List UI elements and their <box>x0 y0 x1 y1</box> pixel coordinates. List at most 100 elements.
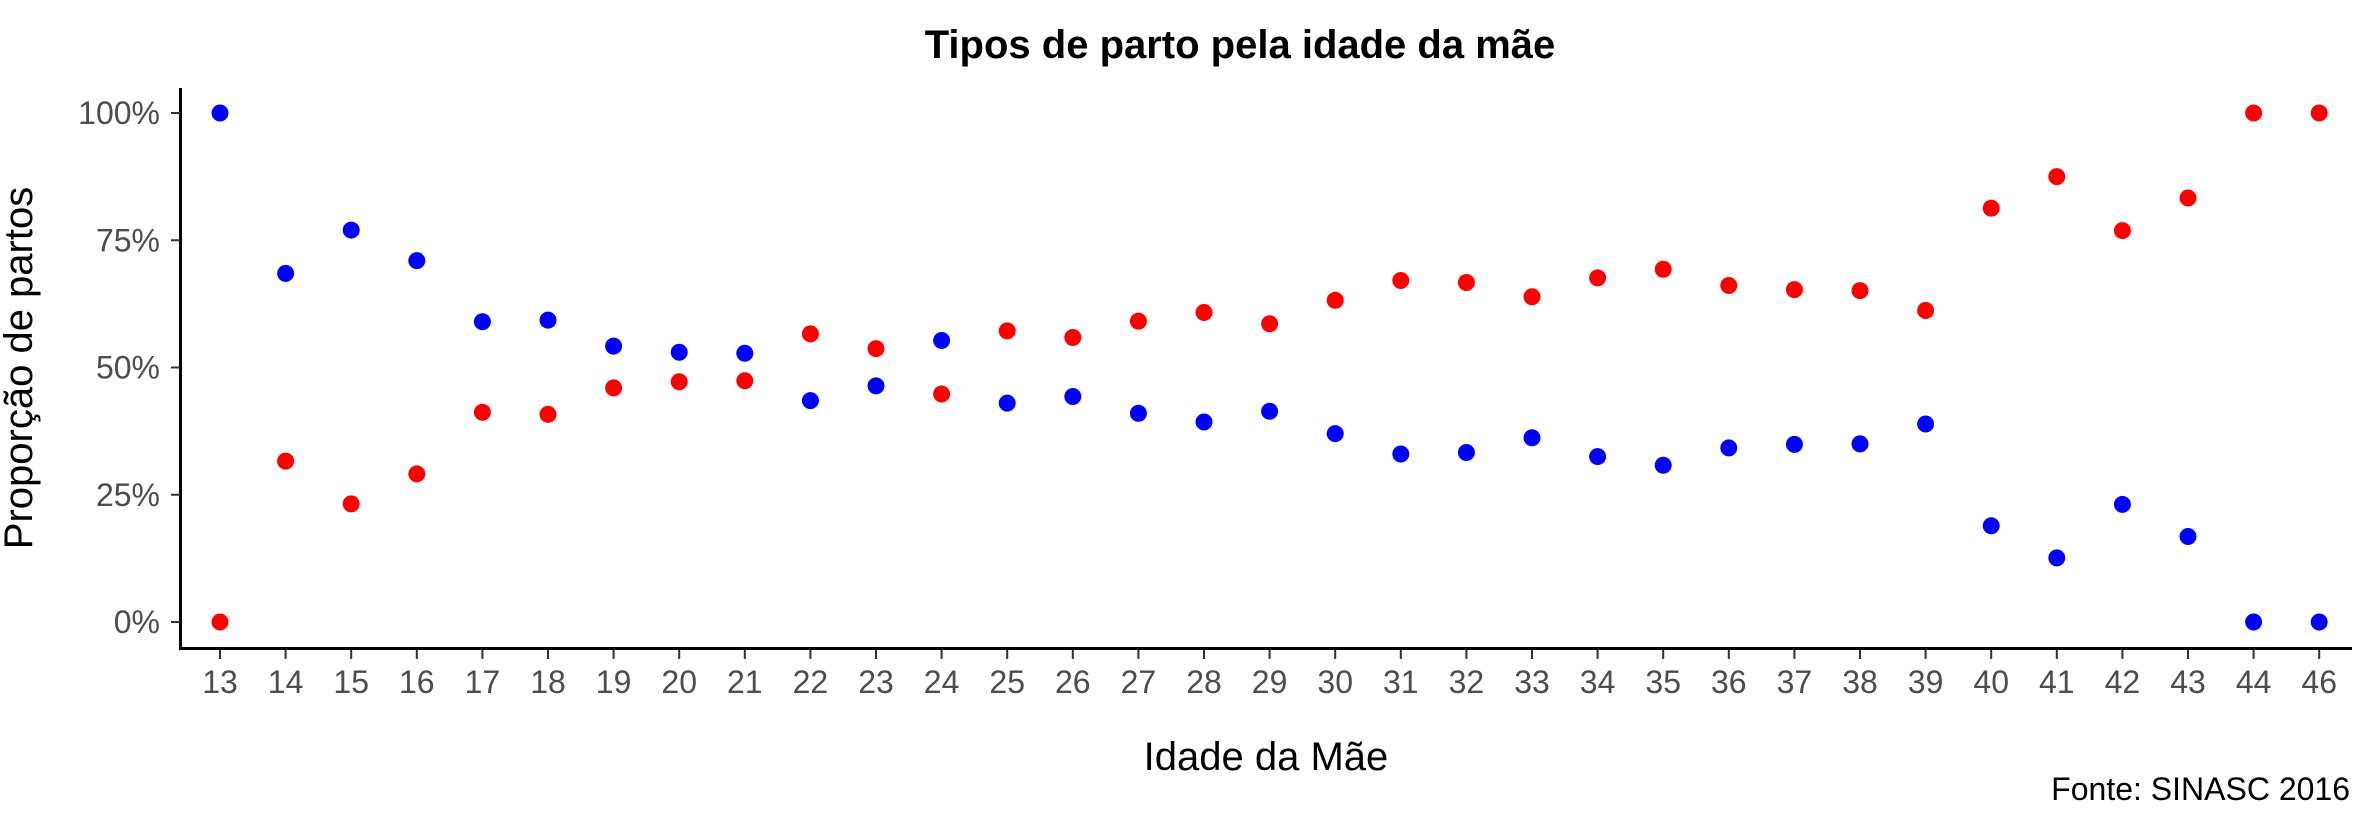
data-point <box>1129 404 1147 422</box>
x-tick-label: 24 <box>924 664 960 700</box>
x-tick-label: 38 <box>1842 664 1878 700</box>
x-axis-title: Idade da Mãe <box>1144 735 1389 779</box>
data-point <box>670 373 688 391</box>
data-point <box>1982 199 2000 217</box>
data-point <box>1720 277 1738 295</box>
data-point <box>1326 425 1344 443</box>
x-tick-label: 29 <box>1252 664 1288 700</box>
x-tick-label: 22 <box>793 664 829 700</box>
y-tick-label: 75% <box>96 222 160 258</box>
data-point <box>1851 435 1869 453</box>
data-point <box>2310 613 2328 631</box>
data-point <box>277 264 295 282</box>
x-tick-label: 14 <box>268 664 304 700</box>
data-point <box>1720 439 1738 457</box>
data-point <box>1195 413 1213 431</box>
x-tick-label: 41 <box>2039 664 2075 700</box>
data-point <box>2113 495 2131 513</box>
data-point <box>1523 288 1541 306</box>
data-point <box>1851 282 1869 300</box>
x-tick-label: 46 <box>2301 664 2337 700</box>
x-tick-label: 26 <box>1055 664 1091 700</box>
data-point <box>342 495 360 513</box>
source-caption: Fonte: SINASC 2016 <box>2051 771 2350 807</box>
data-point <box>1261 402 1279 420</box>
data-point <box>473 403 491 421</box>
x-tick-label: 20 <box>661 664 697 700</box>
x-tick-label: 30 <box>1317 664 1353 700</box>
x-tick-label: 37 <box>1777 664 1813 700</box>
data-point <box>933 332 951 350</box>
x-axis-ticks: 13 14 15 16 17 18 19 20 21 22 23 24 25 26 27 28 29 30 31 32… <box>202 650 2337 700</box>
chart-title: Tipos de parto pela idade da mãe <box>925 23 1556 67</box>
x-tick-label: 40 <box>1973 664 2009 700</box>
data-point <box>801 325 819 343</box>
data-point <box>1917 415 1935 433</box>
data-point <box>801 392 819 410</box>
data-point <box>1589 448 1607 466</box>
x-tick-label: 28 <box>1186 664 1222 700</box>
data-point <box>867 377 885 395</box>
data-point <box>342 221 360 239</box>
data-point <box>1982 517 2000 535</box>
x-tick-label: 17 <box>465 664 501 700</box>
x-tick-label: 21 <box>727 664 763 700</box>
data-point <box>408 465 426 483</box>
x-tick-label: 44 <box>2236 664 2272 700</box>
x-tick-label: 36 <box>1711 664 1747 700</box>
series-1 <box>211 104 2328 631</box>
x-tick-label: 15 <box>333 664 369 700</box>
data-point <box>408 252 426 270</box>
data-point <box>670 343 688 361</box>
x-tick-label: 31 <box>1383 664 1419 700</box>
y-axis-ticks: 0% 25% 50% 75% 100% <box>78 95 180 640</box>
x-tick-label: 43 <box>2170 664 2206 700</box>
data-point <box>1064 328 1082 346</box>
y-tick-label: 50% <box>96 350 160 386</box>
data-point <box>2179 527 2197 545</box>
data-point <box>211 104 229 122</box>
x-tick-label: 33 <box>1514 664 1550 700</box>
data-point <box>2179 189 2197 207</box>
y-tick-label: 0% <box>114 604 160 640</box>
data-point <box>1064 388 1082 406</box>
y-tick-label: 25% <box>96 477 160 513</box>
x-tick-label: 18 <box>530 664 566 700</box>
data-point <box>1917 301 1935 319</box>
data-point <box>736 372 754 390</box>
data-point <box>1457 444 1475 462</box>
data-point <box>2245 613 2263 631</box>
x-tick-label: 35 <box>1645 664 1681 700</box>
data-point <box>539 405 557 423</box>
data-point <box>1785 281 1803 299</box>
x-tick-label: 13 <box>202 664 238 700</box>
x-tick-label: 19 <box>596 664 632 700</box>
x-tick-label: 42 <box>2105 664 2141 700</box>
x-tick-label: 27 <box>1121 664 1157 700</box>
data-point <box>605 337 623 355</box>
data-point <box>1326 291 1344 309</box>
x-tick-label: 23 <box>858 664 894 700</box>
data-point <box>277 452 295 470</box>
data-point <box>736 344 754 362</box>
data-point <box>867 340 885 358</box>
series-2 <box>211 104 2328 631</box>
data-point <box>998 394 1016 412</box>
data-point <box>998 322 1016 340</box>
data-point <box>211 613 229 631</box>
data-point <box>2245 104 2263 122</box>
data-point <box>1392 271 1410 289</box>
x-tick-label: 39 <box>1908 664 1944 700</box>
data-point <box>1261 315 1279 333</box>
data-point <box>2048 549 2066 567</box>
data-point <box>2113 222 2131 240</box>
y-axis-title: Proporção de partos <box>0 187 41 549</box>
x-tick-label: 16 <box>399 664 435 700</box>
data-point <box>539 311 557 329</box>
x-tick-label: 34 <box>1580 664 1616 700</box>
y-tick-label: 100% <box>78 95 160 131</box>
data-point <box>1195 304 1213 322</box>
x-tick-label: 25 <box>989 664 1025 700</box>
data-point <box>1654 456 1672 474</box>
x-tick-label: 32 <box>1449 664 1485 700</box>
